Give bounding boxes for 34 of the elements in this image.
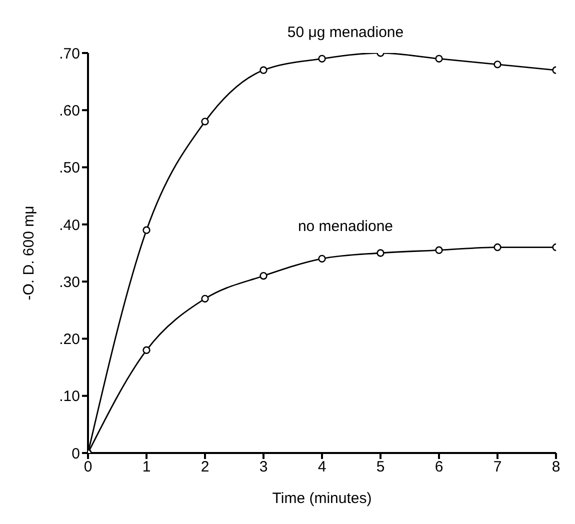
x-tick-label: 3 [259,458,268,476]
series-label: no menadione [298,218,394,235]
point [142,346,150,354]
x-tick-label: 1 [142,458,151,476]
y-tick-label: .40 [59,216,80,234]
point [201,118,209,126]
point [318,54,326,63]
point [260,66,268,74]
series-label: 50 μg menadione [287,24,404,41]
point [260,272,268,280]
point [201,294,209,303]
x-tick-label: 2 [200,458,210,476]
x-tick-label: 5 [376,458,385,476]
point [494,243,502,252]
x-tick-label: 7 [493,458,502,476]
x-tick-label: 6 [434,458,444,476]
x-tick-label: 0 [84,458,92,476]
y-tick-label: .70 [59,45,80,62]
point [142,226,150,234]
x-axis-title: Time (minutes) [272,490,372,507]
point [435,54,443,63]
point [435,246,443,254]
y-axis-title: -O. D. 600 mμ [20,206,38,300]
y-tick-label: .50 [59,160,80,177]
point [494,60,502,68]
x-tick-label: 8 [552,458,560,476]
y-tick-label: 0 [72,445,80,462]
y-tick-label: .60 [59,102,80,120]
y-tick-label: .20 [59,331,80,348]
y-tick-label: .10 [59,388,80,406]
point [318,254,326,263]
point [376,249,384,257]
y-tick-label: .30 [59,274,80,291]
x-tick-label: 4 [318,458,326,476]
